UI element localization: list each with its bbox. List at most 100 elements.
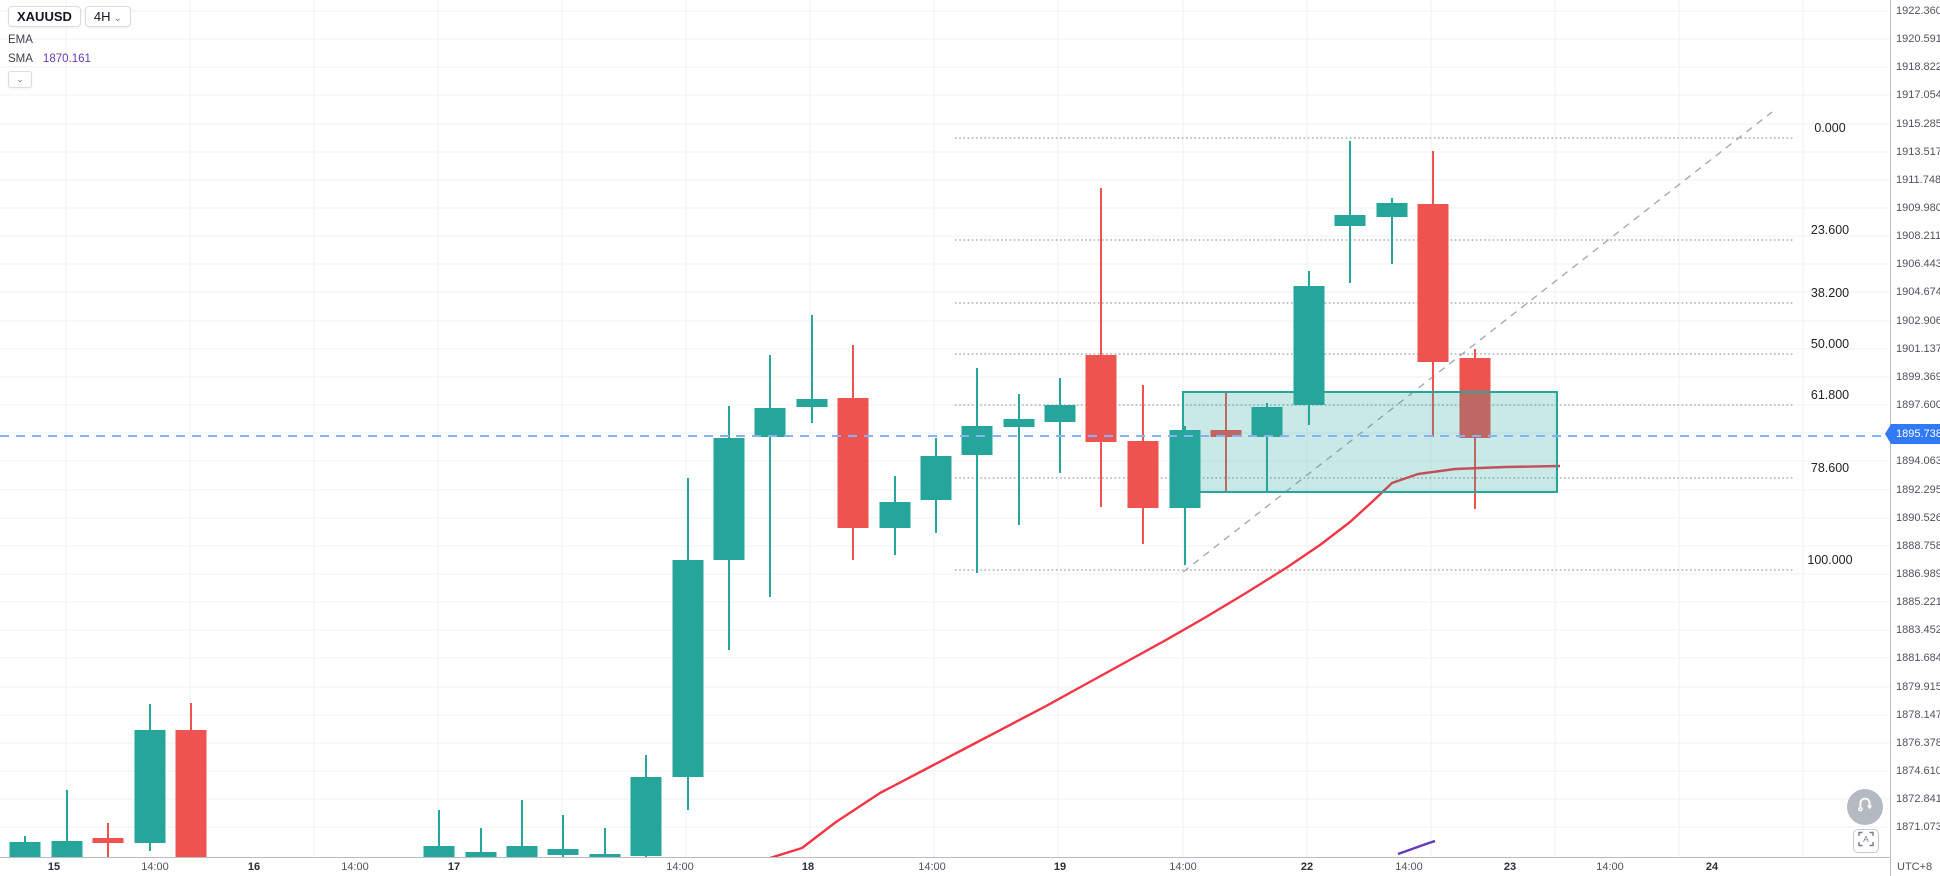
candle-body — [1376, 203, 1408, 217]
auto-scale-icon: A — [1858, 831, 1874, 852]
candle-body — [920, 456, 952, 500]
time-axis-hour-label: 14:00 — [918, 861, 946, 873]
price-axis[interactable]: 1922.360 1920.591 1918.822 1917.054 1915.285… — [1885, 0, 1940, 876]
candle-body — [1293, 286, 1325, 405]
price-axis-label: 1915.285 — [1896, 118, 1940, 130]
fib-level-label: 61.800 — [1810, 388, 1850, 402]
time-axis-day-label: 15 — [47, 861, 61, 873]
price-axis-label: 1908.211 — [1896, 230, 1940, 242]
time-axis-hour-label: 14:00 — [141, 861, 169, 873]
candle-body — [1334, 215, 1366, 226]
price-axis-label: 1897.600 — [1896, 399, 1940, 411]
fib-level-label: 38.200 — [1810, 286, 1850, 300]
price-axis-label: 1872.841 — [1896, 793, 1940, 805]
fib-level-label: 0.000 — [1814, 121, 1846, 135]
price-axis-label: 1874.610 — [1896, 765, 1940, 777]
indicator-row-ema[interactable]: EMA — [8, 34, 131, 46]
price-axis-label: 1922.360 — [1896, 5, 1940, 17]
price-axis-label: 1911.748 — [1896, 174, 1940, 186]
price-axis-label: 1918.822 — [1896, 61, 1940, 73]
candle-body — [672, 560, 704, 777]
candle-body — [465, 852, 497, 857]
price-axis-label: 1901.137 — [1896, 343, 1940, 355]
candle-body — [713, 438, 745, 560]
candle-body — [1085, 355, 1117, 442]
candle-body — [1251, 407, 1283, 437]
time-axis-hour-label: 14:00 — [1169, 861, 1197, 873]
sma-label: SMA — [8, 53, 33, 65]
indicator-row-sma[interactable]: SMA 1870.161 — [8, 53, 131, 65]
candle-body — [1044, 405, 1076, 422]
price-axis-label: 1906.443 — [1896, 258, 1940, 270]
price-axis-label: 1883.452 — [1896, 624, 1940, 636]
candlestick-chart — [0, 0, 1890, 857]
candle-body — [837, 398, 869, 528]
price-axis-label: 1879.915 — [1896, 681, 1940, 693]
price-axis-label: 1878.147 — [1896, 709, 1940, 721]
ema-line — [769, 464, 1561, 857]
auto-fit-scale-button[interactable]: A — [1853, 829, 1879, 853]
price-axis-label: 1920.591 — [1896, 33, 1940, 45]
curved-arrow-icon — [1854, 794, 1876, 821]
go-to-realtime-button[interactable] — [1847, 789, 1883, 825]
candle-body — [630, 777, 662, 856]
price-axis-label: 1904.674 — [1896, 286, 1940, 298]
time-axis[interactable]: 15 14:00 16 14:00 17 14:00 18 14:00 19 14:00 22 14:… — [0, 857, 1890, 876]
time-axis-hour-label: 14:00 — [1395, 861, 1423, 873]
price-axis-label: 1913.517 — [1896, 146, 1940, 158]
candle-body — [547, 849, 579, 855]
sma-value: 1870.161 — [42, 53, 91, 65]
fib-level-label: 50.000 — [1810, 337, 1850, 351]
price-axis-label: 1892.295 — [1896, 484, 1940, 496]
price-tag-arrow — [1885, 424, 1891, 444]
candle-body — [92, 838, 124, 843]
time-axis-hour-label: 14:00 — [1596, 861, 1624, 873]
candle-body — [1210, 430, 1242, 437]
time-axis-day-label: 18 — [801, 861, 815, 873]
dashed-trendline — [1182, 111, 1773, 573]
candle-body — [796, 399, 828, 407]
time-axis-hour-label: 14:00 — [666, 861, 694, 873]
chart-canvas[interactable]: 0.000 23.600 38.200 50.000 61.800 78.600 100.0… — [0, 0, 1890, 857]
candle-body — [506, 846, 538, 857]
last-price-value: 1895.738 — [1896, 428, 1940, 440]
price-axis-label: 1917.054 — [1896, 89, 1940, 101]
legend-collapse-button[interactable]: ⌄ — [8, 71, 32, 88]
candle-body — [1003, 419, 1035, 427]
price-axis-label: 1871.073 — [1896, 821, 1940, 833]
last-price-tag: 1895.738 — [1885, 424, 1940, 444]
fib-level-label: 78.600 — [1810, 461, 1850, 475]
chevron-down-icon: ⌄ — [16, 74, 24, 84]
candle-body — [175, 730, 207, 857]
price-axis-label: 1881.684 — [1896, 652, 1940, 664]
candle-body — [1169, 430, 1201, 508]
time-axis-day-label: 19 — [1053, 861, 1067, 873]
symbol-button[interactable]: XAUUSD — [8, 6, 81, 27]
price-axis-label: 1886.989 — [1896, 568, 1940, 580]
price-axis-label: 1894.063 — [1896, 455, 1940, 467]
time-axis-day-label: 24 — [1705, 861, 1719, 873]
sma-line — [1397, 839, 1436, 856]
zone-rectangle — [1182, 391, 1558, 493]
price-axis-label: 1902.906 — [1896, 315, 1940, 327]
time-axis-hour-label: 14:00 — [341, 861, 369, 873]
price-axis-label: 1888.758 — [1896, 540, 1940, 552]
time-axis-day-label: 16 — [247, 861, 261, 873]
price-axis-label: 1876.378 — [1896, 737, 1940, 749]
candle-body — [9, 842, 41, 857]
fib-level-label: 100.000 — [1807, 553, 1853, 567]
timeframe-button[interactable]: 4H ⌄ — [84, 6, 131, 27]
timezone-label[interactable]: UTC+8 — [1897, 861, 1933, 873]
candle-body — [879, 502, 911, 528]
candle-body — [1459, 358, 1491, 438]
timeframe-label: 4H — [93, 9, 111, 24]
candle-body — [754, 408, 786, 437]
price-axis-label: 1885.221 — [1896, 596, 1940, 608]
price-axis-label: 1909.980 — [1896, 202, 1940, 214]
candle-body — [134, 730, 166, 843]
time-axis-day-label: 22 — [1300, 861, 1314, 873]
ema-label: EMA — [8, 34, 33, 46]
time-axis-day-label: 17 — [447, 861, 461, 873]
svg-text:A: A — [1863, 834, 1869, 844]
